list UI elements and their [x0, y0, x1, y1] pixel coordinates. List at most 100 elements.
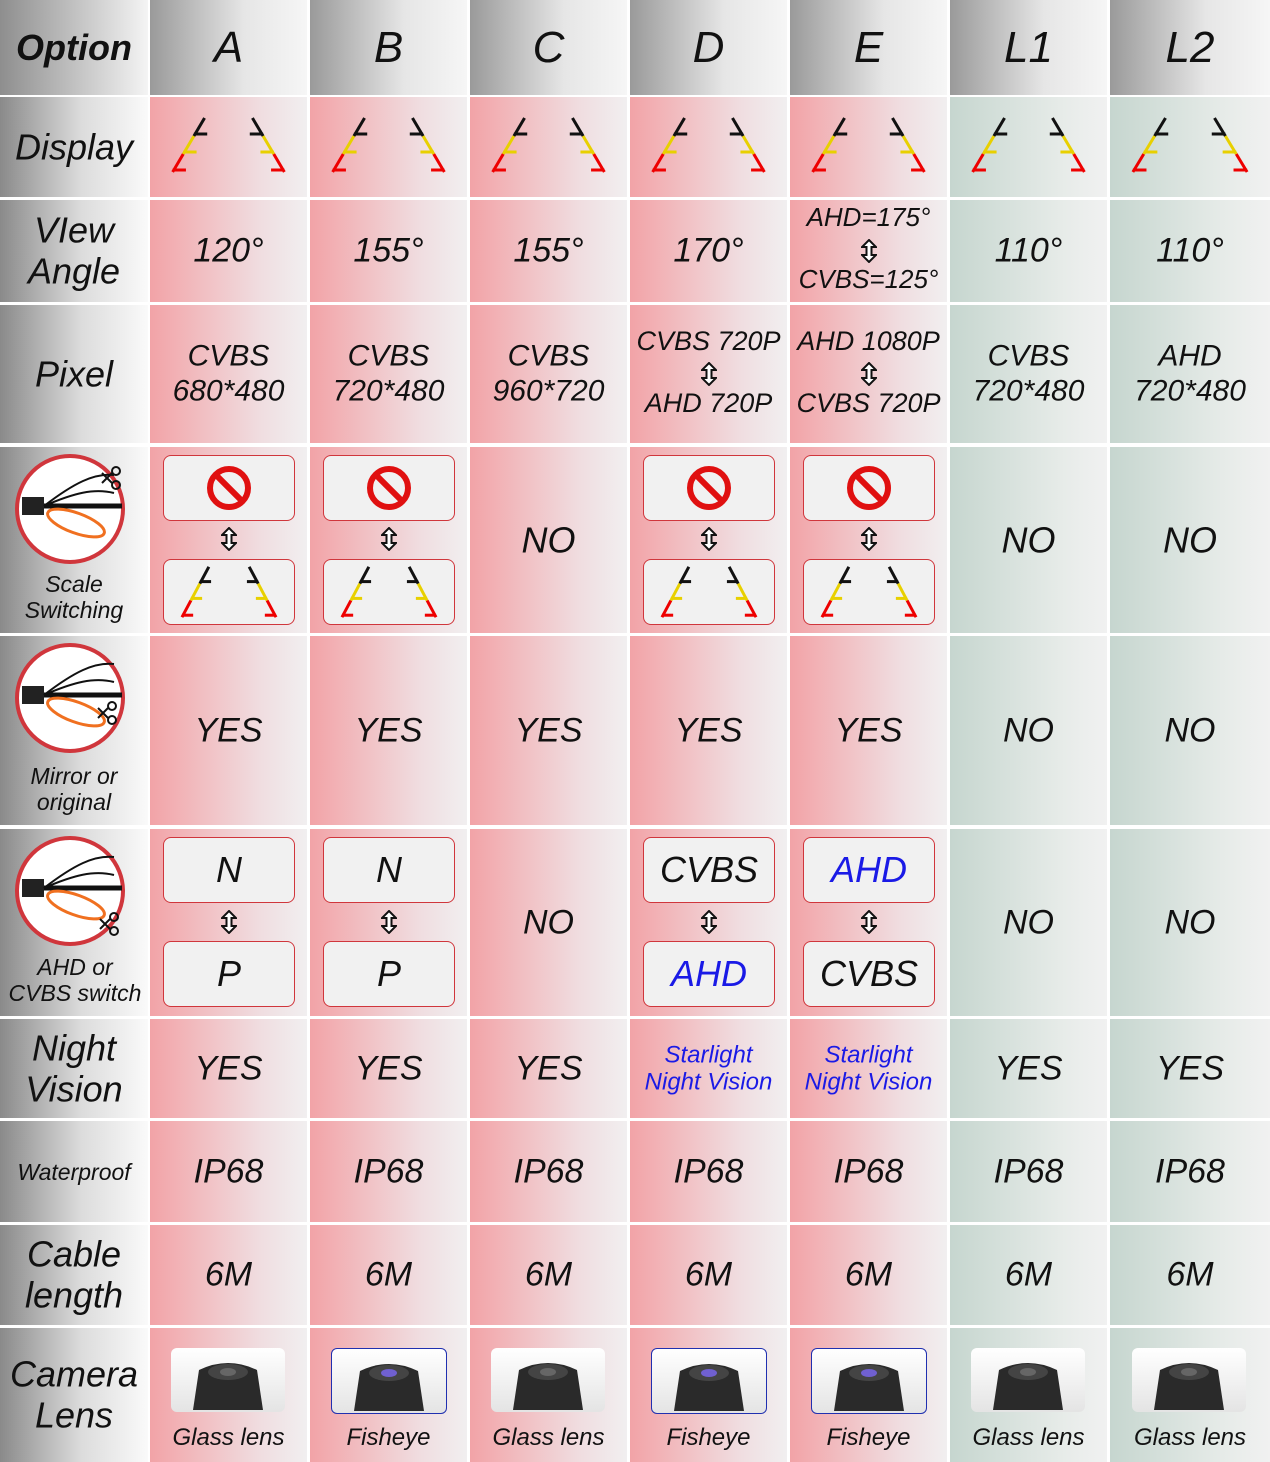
display-graphic	[322, 115, 455, 180]
cell-text: 6M	[524, 1255, 573, 1294]
table-cell: 110°	[1110, 200, 1270, 302]
switch-box: AHD	[803, 837, 935, 903]
table-cell: NO	[950, 447, 1107, 633]
guide-lines	[180, 566, 278, 618]
cell-text: NO	[1003, 710, 1054, 749]
guide-lines	[491, 117, 606, 173]
table-cell: Fisheye	[630, 1328, 787, 1462]
cell-text: CVBS 720P	[796, 388, 941, 418]
cell-text: 155°	[513, 231, 584, 270]
header-column-cell: B	[310, 0, 467, 95]
switch-arrow	[699, 909, 718, 935]
cell-text: Glass lens	[492, 1424, 605, 1452]
arrow-wrap	[859, 909, 878, 939]
scale-box	[803, 559, 935, 625]
table-cell: AHD 720*480	[1110, 305, 1270, 443]
header-column-cell: E	[790, 0, 947, 95]
guide-lines	[340, 566, 438, 618]
table-cell: 6M	[1110, 1225, 1270, 1325]
lens-image	[810, 1348, 927, 1414]
scale-box	[163, 559, 295, 625]
cell-text: CVBS 680*480	[172, 339, 285, 408]
table-cell	[630, 97, 787, 197]
row-icon	[14, 835, 126, 952]
table-cell: 155°	[310, 200, 467, 302]
cell-text: CVBS 720*480	[972, 339, 1085, 408]
switch-arrow	[859, 238, 878, 264]
camera	[673, 1364, 744, 1411]
table-cell: Glass lens	[470, 1328, 627, 1462]
cell-text: 120°	[193, 231, 264, 270]
table-cell: IP68	[1110, 1121, 1270, 1222]
table-cell: Starlight Night Vision	[630, 1019, 787, 1118]
switch-arrow	[219, 909, 238, 935]
switch-box: N	[163, 837, 295, 903]
table-cell	[150, 447, 307, 633]
camera	[512, 1363, 583, 1410]
guide-lines	[660, 566, 758, 618]
row-label-cell: Camera Lens	[0, 1328, 148, 1462]
header-column-cell: D	[630, 0, 787, 95]
table-cell	[950, 97, 1107, 197]
switch-arrow	[859, 526, 878, 552]
cell-text: YES	[994, 1048, 1063, 1087]
guide-lines	[331, 117, 446, 173]
table-cell: IP68	[950, 1121, 1107, 1222]
cell-text: NO	[523, 902, 574, 941]
prohibited-icon	[367, 466, 411, 510]
table-cell: NO	[950, 829, 1107, 1016]
row-label-cell: VIew Angle	[0, 200, 148, 302]
cell-text: AHD=175°	[806, 202, 931, 232]
table-cell	[310, 447, 467, 633]
table-cell	[1110, 97, 1270, 197]
switch-arrow	[699, 526, 718, 552]
scale-box	[323, 455, 455, 521]
cell-text: YES	[834, 710, 903, 749]
table-cell: Starlight Night Vision	[790, 1019, 947, 1118]
table-cell: 155°	[470, 200, 627, 302]
table-cell	[630, 447, 787, 633]
guide-lines	[811, 117, 926, 173]
table-cell: CVBS 720P AHD 720P	[630, 305, 787, 443]
cell-text: YES	[194, 1048, 263, 1087]
switch-arrow	[859, 909, 878, 935]
arrow-wrap	[219, 526, 238, 556]
table-cell	[790, 97, 947, 197]
scale-box	[803, 455, 935, 521]
guide-lines	[1131, 117, 1249, 173]
cell-text: 6M	[684, 1255, 733, 1294]
table-cell: AHD=175° CVBS=125°	[790, 200, 947, 302]
camera	[1154, 1363, 1224, 1410]
row-label: VIew Angle	[27, 209, 121, 292]
table-cell: YES	[1110, 1019, 1270, 1118]
cell-text: YES	[354, 1048, 423, 1087]
row-icon	[14, 453, 126, 570]
table-cell: IP68	[790, 1121, 947, 1222]
cell-text: NO	[1001, 519, 1056, 561]
lens-image	[170, 1348, 285, 1412]
table-cell: YES	[310, 1019, 467, 1118]
scale-box	[643, 559, 775, 625]
lens-image	[970, 1348, 1085, 1412]
cell-text: 6M	[1166, 1255, 1214, 1294]
lens-image	[490, 1348, 605, 1412]
row-icon	[14, 642, 126, 759]
row-label: Cable length	[24, 1233, 124, 1316]
table-cell: CVBS 680*480	[150, 305, 307, 443]
cell-text: NO	[1164, 902, 1216, 941]
cell-text: Glass lens	[172, 1424, 285, 1452]
table-cell: YES	[150, 636, 307, 825]
row-label: Waterproof	[17, 1158, 131, 1185]
table-cell: 6M	[310, 1225, 467, 1325]
cell-text: IP68	[513, 1151, 584, 1190]
header-column-cell: C	[470, 0, 627, 95]
table-cell: Fisheye	[310, 1328, 467, 1462]
switch-arrow	[379, 909, 398, 935]
arrow-wrap	[699, 909, 718, 939]
table-cell: 110°	[950, 200, 1107, 302]
cell-text: NO	[521, 519, 576, 561]
cell-text: YES	[194, 710, 263, 749]
row-label: Pixel	[34, 353, 114, 395]
table-cell: YES	[950, 1019, 1107, 1118]
